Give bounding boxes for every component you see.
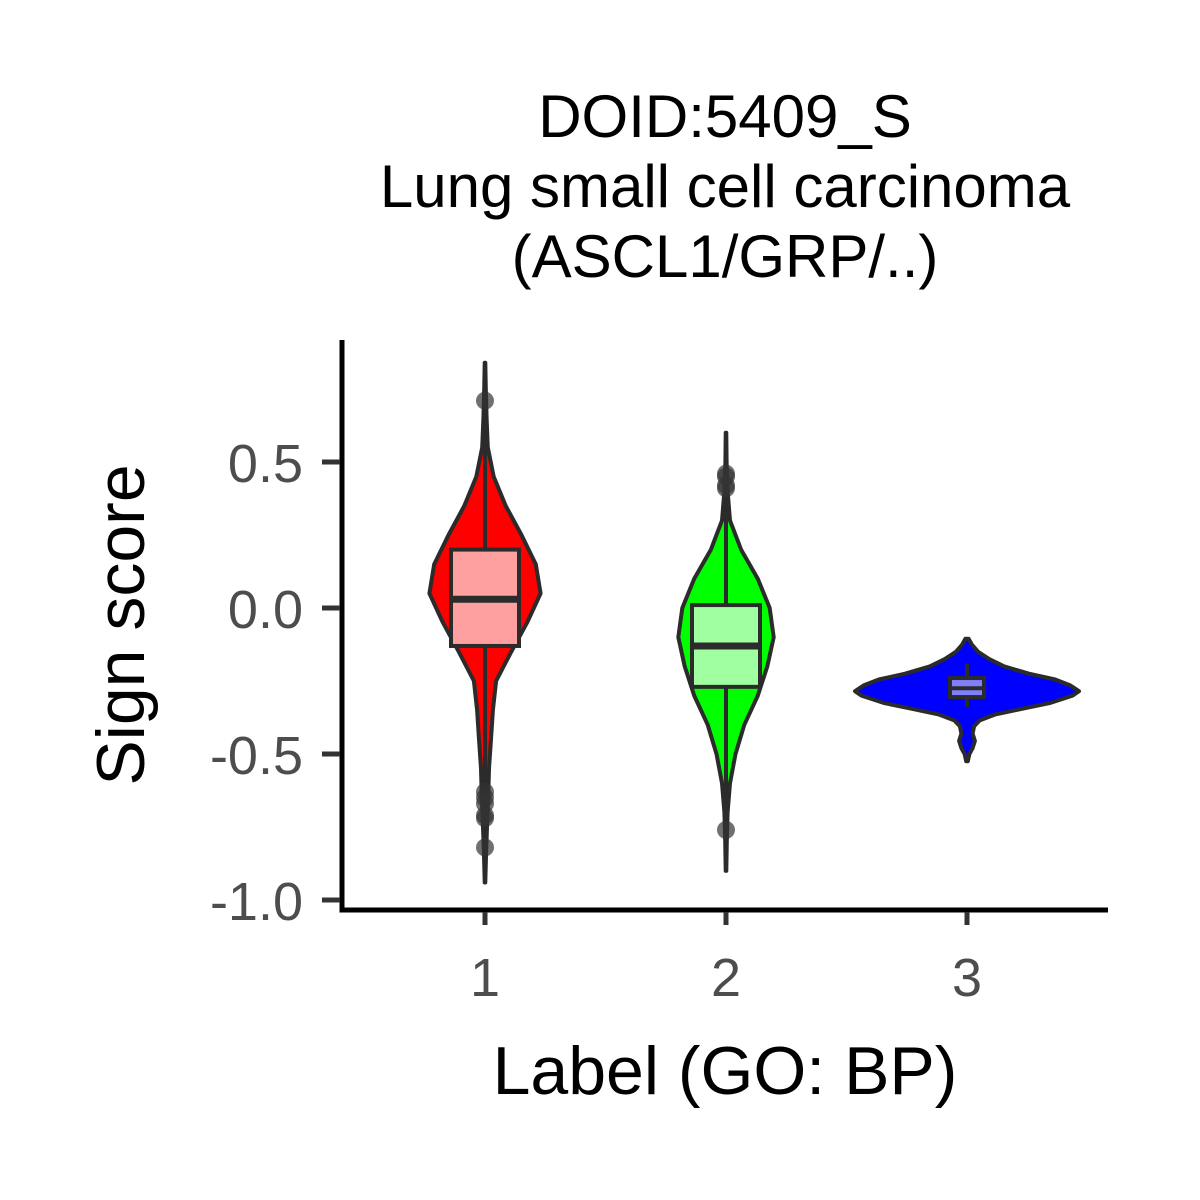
chart-title: DOID:5409_S Lung small cell carcinoma (A… (300, 82, 1150, 292)
violin-group-2 (676, 430, 776, 873)
violin-layer (427, 360, 1081, 885)
y-tick-label-2: 0.0 (228, 580, 303, 640)
y-tick-label-1: -0.5 (210, 726, 303, 786)
title-line-2: Lung small cell carcinoma (379, 153, 1071, 220)
x-tick-label-2: 2 (711, 948, 741, 1008)
axes-layer (322, 340, 1108, 925)
violin-group-1 (427, 360, 543, 885)
outlier-point-2-3 (717, 479, 735, 498)
title-line-1: DOID:5409_S (538, 83, 912, 150)
outlier-point-2-4 (717, 820, 735, 839)
outlier-point-1-5 (476, 809, 494, 828)
y-axis-title: Sign score (83, 464, 159, 785)
outlier-point-1-0 (476, 391, 494, 410)
x-tick-label-3: 3 (952, 948, 982, 1008)
y-tick-label-0: -1.0 (210, 872, 303, 932)
title-line-3: (ASCL1/GRP/..) (511, 223, 939, 290)
violin-group-3 (853, 636, 1081, 764)
outlier-point-1-6 (476, 838, 494, 857)
x-tick-label-1: 1 (470, 948, 500, 1008)
y-tick-label-3: 0.5 (228, 434, 303, 494)
x-axis-title: Label (GO: BP) (493, 1033, 958, 1109)
